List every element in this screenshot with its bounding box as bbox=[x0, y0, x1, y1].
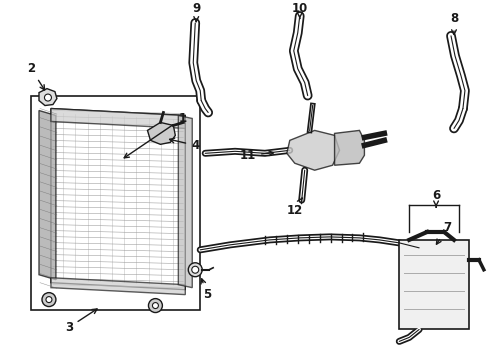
Polygon shape bbox=[39, 111, 56, 280]
Circle shape bbox=[148, 298, 162, 312]
Polygon shape bbox=[178, 116, 192, 288]
Text: 2: 2 bbox=[27, 62, 45, 90]
Polygon shape bbox=[51, 108, 185, 290]
Text: 11: 11 bbox=[240, 149, 273, 162]
Text: 9: 9 bbox=[192, 3, 200, 22]
Text: 8: 8 bbox=[450, 13, 458, 35]
Polygon shape bbox=[287, 130, 340, 170]
Text: 6: 6 bbox=[432, 189, 440, 207]
Circle shape bbox=[42, 293, 56, 307]
Circle shape bbox=[152, 302, 158, 309]
Text: 7: 7 bbox=[437, 221, 451, 244]
Text: 1: 1 bbox=[124, 112, 186, 158]
Text: 10: 10 bbox=[292, 3, 308, 18]
Circle shape bbox=[188, 263, 202, 277]
Polygon shape bbox=[335, 130, 365, 165]
Text: 4: 4 bbox=[170, 138, 199, 152]
Polygon shape bbox=[147, 122, 175, 144]
Text: 12: 12 bbox=[287, 198, 303, 216]
Polygon shape bbox=[39, 89, 57, 105]
Bar bbox=[399, 240, 469, 329]
Circle shape bbox=[192, 266, 199, 273]
Text: 5: 5 bbox=[201, 279, 211, 301]
Circle shape bbox=[46, 297, 52, 302]
Text: 3: 3 bbox=[65, 309, 97, 334]
Polygon shape bbox=[51, 108, 185, 129]
Circle shape bbox=[45, 94, 51, 101]
Polygon shape bbox=[51, 278, 185, 294]
